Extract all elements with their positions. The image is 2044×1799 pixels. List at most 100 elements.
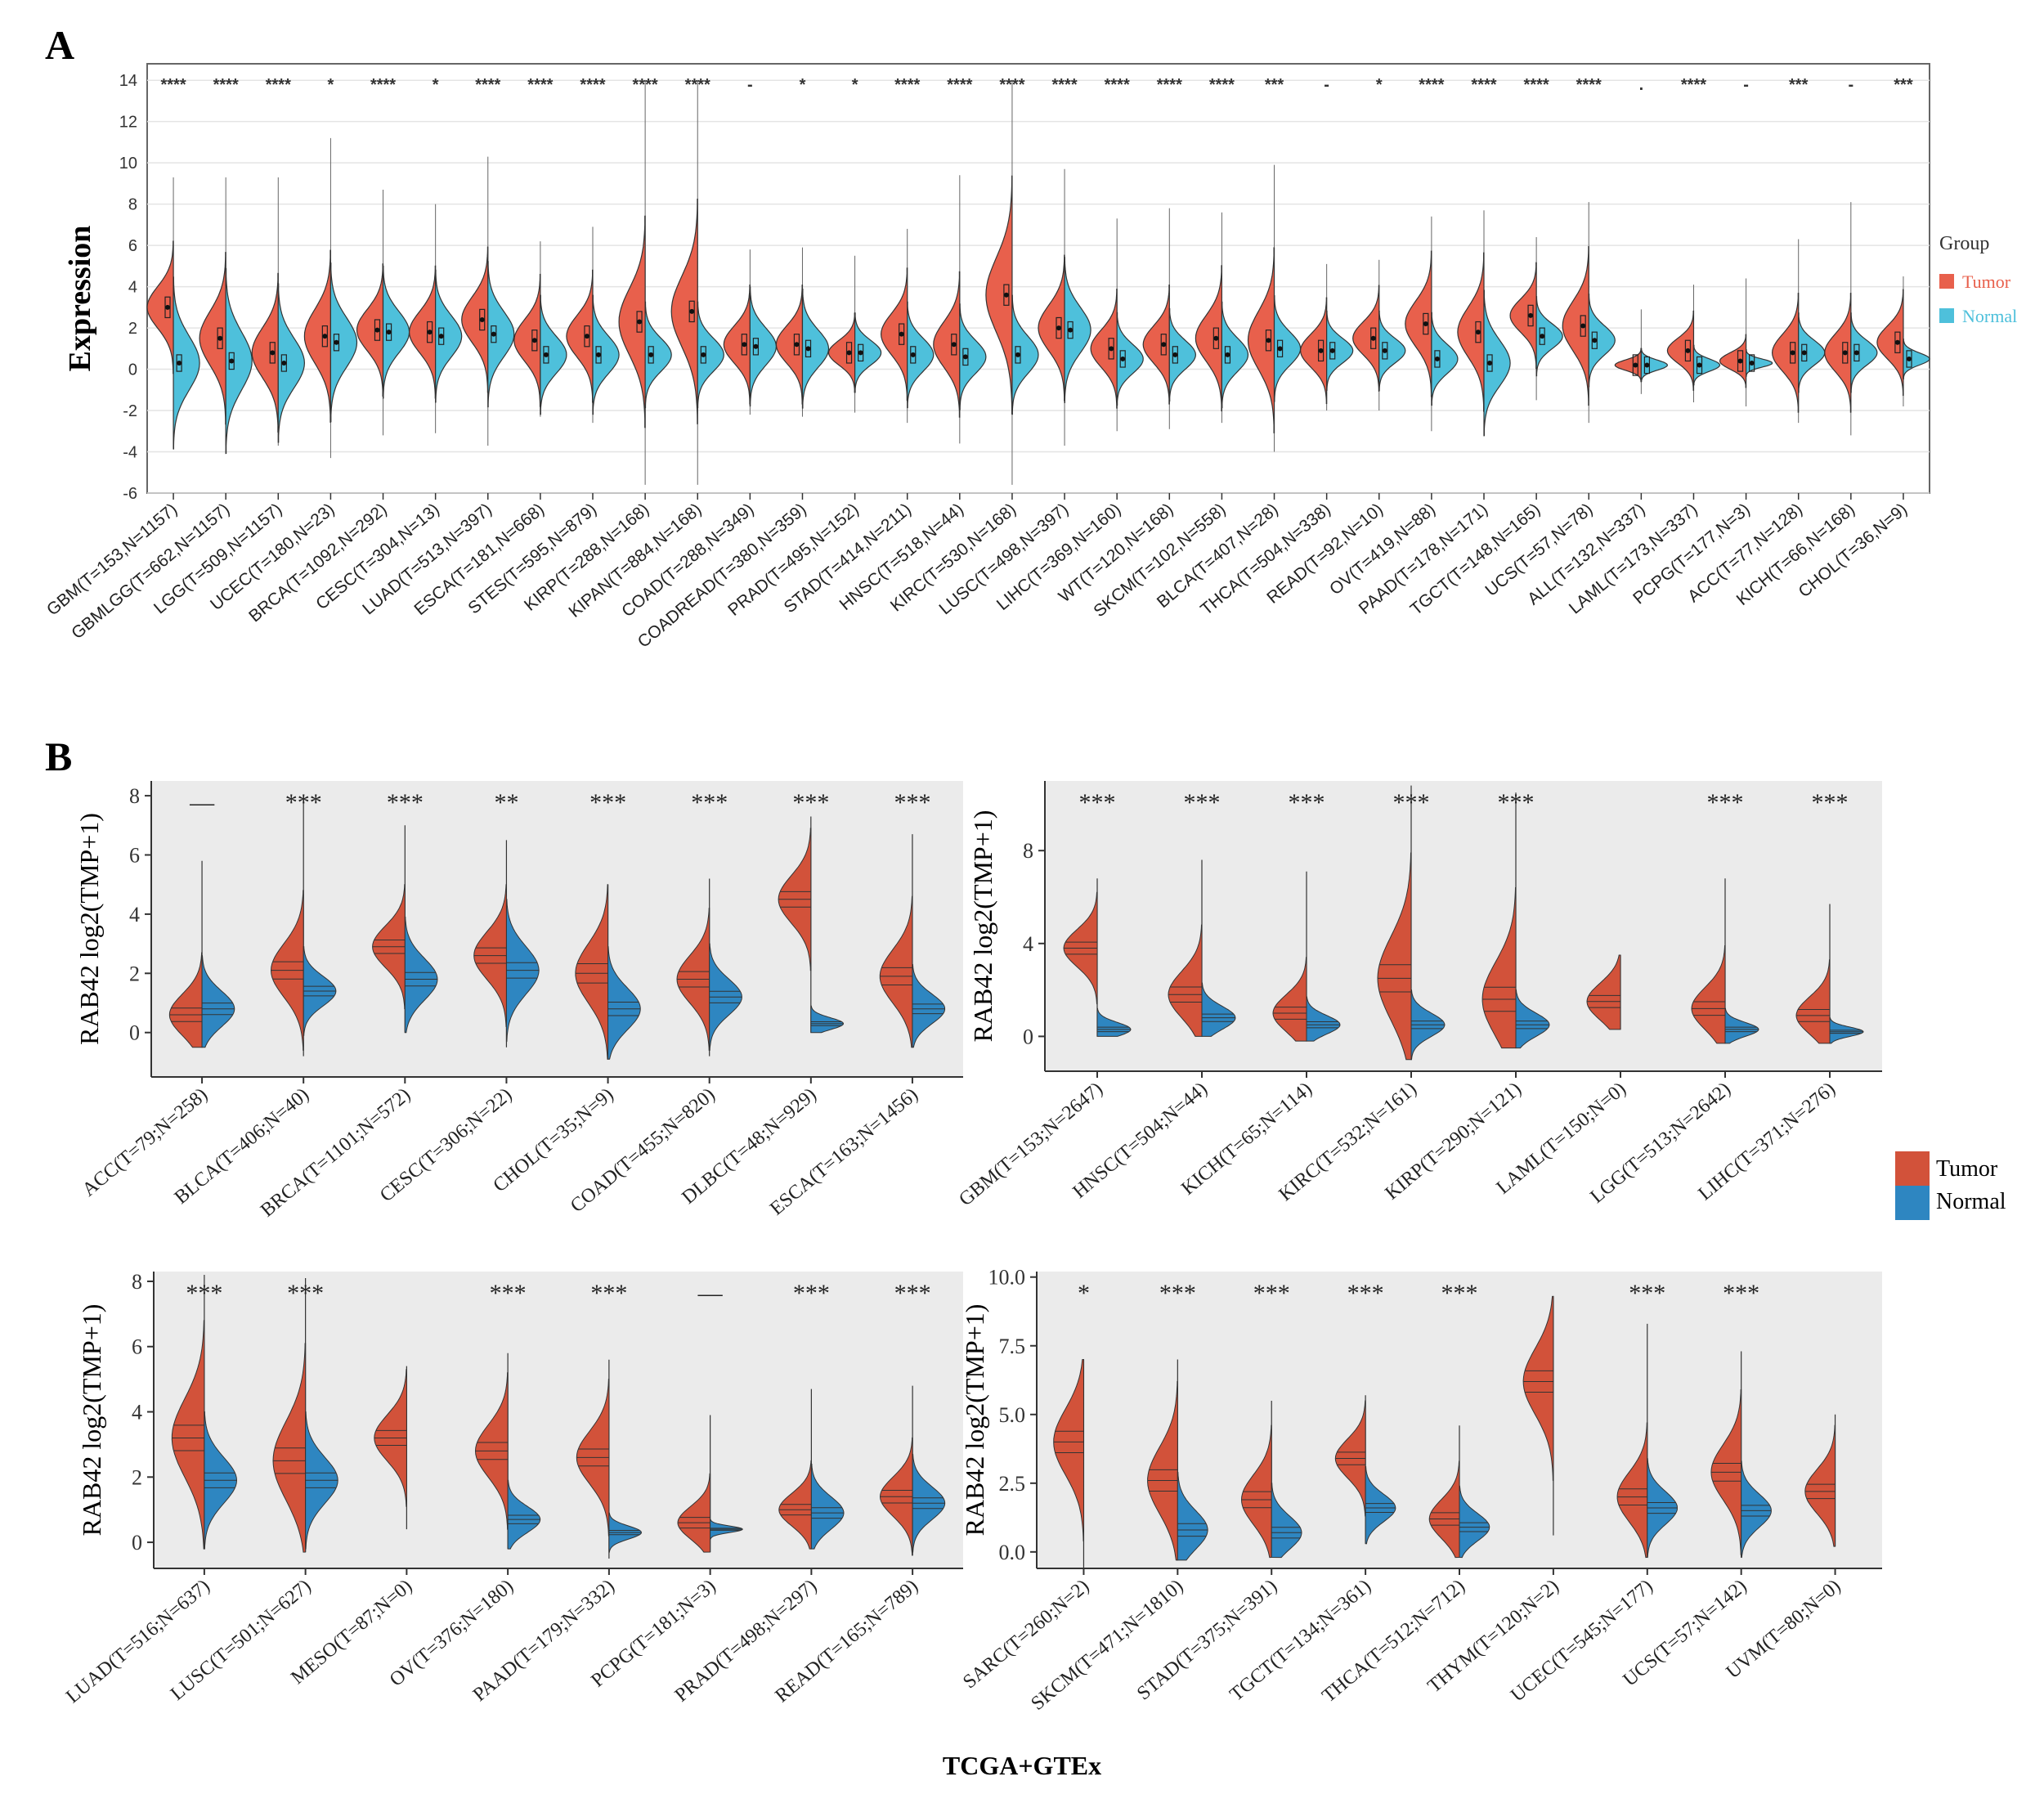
b-tumor-violin [575,884,609,1060]
a-tumor-median-point [322,334,328,339]
b-significance-label: *** [1629,1280,1665,1307]
a-tumor-median-point [165,304,171,310]
b-tumor-violin [1168,924,1203,1037]
b-y-tick-label: 0 [132,1531,142,1554]
a-tumor-violin [618,215,646,428]
a-normal-median-point [1068,327,1074,333]
b-significance-label: *** [285,789,322,816]
a-significance-label: *** [1894,76,1913,94]
a-y-tick-label: 6 [128,237,137,255]
a-normal-violin [1483,289,1511,437]
b-tumor-violin [1586,954,1621,1030]
legend-a-normal-label: Normal [1962,306,2017,326]
legend-a-tumor-label: Tumor [1962,271,2011,292]
b-y-tick-label: 0 [129,1021,140,1045]
b-x-tick-label: SKCM(T=471;N=1810) [1027,1576,1187,1715]
panel-a-y-axis-title: Expression [63,226,97,372]
a-tumor-median-point [584,334,589,339]
b-normal-violin [1271,1483,1302,1559]
b-tumor-violin [778,1460,812,1550]
b-y-tick-label: 5.0 [999,1403,1026,1427]
b-significance-label: — [189,789,215,816]
b-y-tick-label: 8 [129,784,140,808]
b-tumor-violin [168,952,203,1048]
b-tumor-violin [1053,1359,1084,1541]
b-tumor-violin [1377,852,1412,1061]
panel-b-legend: Tumor Normal [1895,1151,2006,1220]
a-significance-label: **** [580,76,605,94]
a-y-tick-label: 0 [128,361,137,379]
a-normal-median-point [1592,338,1598,343]
a-tumor-median-point [1842,350,1848,356]
b-y-axis-title: RAB42 log2(TMP+1) [960,1304,989,1537]
panel-a-x-labels: GBM(T=153,N=1157)GBMLGG(T=662,N=1157)LGG… [43,493,1911,652]
b-y-axis-title: RAB42 log2(TMP+1) [74,813,104,1045]
b-tumor-violin [1147,1380,1178,1561]
a-tumor-median-point [1266,338,1271,343]
a-normal-violin [1431,312,1459,406]
b-y-tick-label: 0.0 [999,1541,1026,1564]
b-normal-violin [1306,996,1341,1042]
a-significance-label: - [1324,76,1329,94]
panel-a-significance: **** **** **** * **** * **** **** **** **** **** - *… [160,76,1912,94]
a-significance-label: - [747,76,753,94]
b-normal-violin [1741,1460,1772,1559]
b-normal-violin [201,955,235,1048]
a-tumor-violin [1614,348,1642,383]
a-normal-violin [1326,310,1354,391]
a-normal-violin [487,261,515,408]
b-y-tick-label: 7.5 [999,1335,1026,1358]
a-normal-violin [1745,349,1773,377]
a-normal-median-point [1382,348,1387,353]
b-normal-violin [404,916,438,1034]
a-normal-violin [644,301,672,409]
b-significance-label: *** [589,789,626,816]
a-tumor-median-point [1213,335,1219,341]
a-tumor-violin [1352,285,1380,392]
a-tumor-violin [1299,297,1328,405]
a-normal-median-point [962,354,968,360]
a-normal-median-point [1015,352,1020,357]
a-significance-label: - [1743,76,1749,94]
a-tumor-median-point [1056,325,1062,331]
a-normal-violin [277,283,306,443]
panel-a-violins [146,80,1930,485]
a-significance-label: **** [266,76,291,94]
a-significance-label: - [1848,76,1853,94]
legend-b-tumor-swatch [1895,1151,1930,1186]
a-tumor-median-point [1894,339,1900,345]
a-normal-median-point [701,352,706,357]
a-normal-median-point [1120,356,1126,361]
b-tumor-violin [1428,1460,1460,1559]
a-tumor-median-point [1109,346,1114,352]
b-significance-label: * [1078,1280,1090,1307]
a-normal-median-point [1853,350,1859,356]
a-tumor-violin [775,284,804,405]
a-normal-violin [1692,344,1721,386]
a-tumor-median-point [899,331,904,337]
a-tumor-median-point [531,338,537,343]
b-significance-label: ** [494,789,518,816]
a-tumor-median-point [637,319,643,325]
b-y-axis-title: RAB42 log2(TMP+1) [968,810,997,1043]
a-significance-label: **** [160,76,186,94]
b-y-tick-label: 2.5 [999,1472,1026,1496]
a-significance-label: . [1639,76,1644,94]
a-tumor-median-point [1685,348,1691,353]
b-tumor-violin [1804,1424,1836,1547]
b-normal-violin [1177,1471,1208,1561]
b-significance-label: *** [1498,789,1535,816]
a-significance-label: **** [685,76,710,94]
a-significance-label: **** [1576,76,1602,94]
a-tumor-median-point [1318,348,1324,353]
b-normal-violin [507,1479,541,1550]
b-significance-label: *** [1707,789,1744,816]
a-tumor-median-point [217,335,223,341]
a-normal-median-point [1487,360,1493,366]
b-significance-label: *** [1347,1280,1384,1307]
a-significance-label: **** [1105,76,1130,94]
a-normal-median-point [1172,352,1178,357]
a-tumor-violin [1457,252,1485,412]
a-normal-violin [907,301,935,409]
